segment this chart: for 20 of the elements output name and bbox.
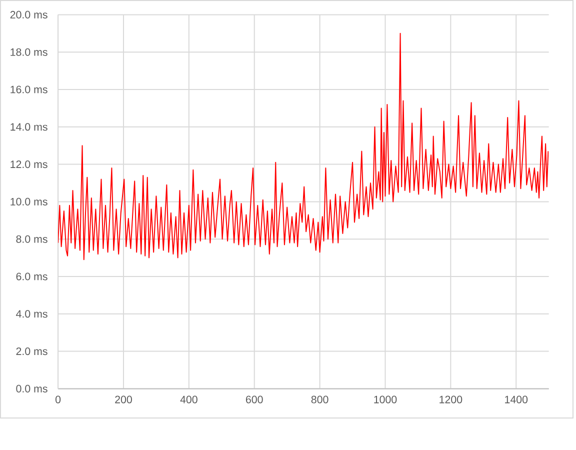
y-tick-label: 0.0 ms (16, 384, 48, 392)
x-tick-label: 0 (56, 396, 61, 404)
x-tick-label: 1400 (505, 396, 528, 404)
y-tick-label: 8.0 ms (16, 235, 48, 243)
y-tick-label: 20.0 ms (10, 10, 48, 18)
y-tick-label: 2.0 ms (16, 348, 48, 356)
y-tick-label: 14.0 ms (10, 123, 48, 131)
x-tick-label: 600 (246, 396, 263, 404)
line-series (58, 32, 549, 260)
x-tick-label: 1200 (440, 396, 462, 404)
x-tick-label: 1000 (374, 396, 397, 404)
y-tick-label: 16.0 ms (10, 86, 48, 94)
x-tick-label: 800 (311, 396, 328, 404)
x-tick-label: 400 (180, 396, 198, 404)
y-tick-label: 10.0 ms (10, 198, 48, 206)
y-tick-label: 6.0 ms (16, 272, 48, 280)
y-tick-label: 4.0 ms (16, 310, 48, 318)
y-tick-label: 18.0 ms (10, 48, 48, 56)
x-tick-label: 200 (115, 396, 132, 404)
y-tick-label: 12.0 ms (10, 160, 48, 168)
